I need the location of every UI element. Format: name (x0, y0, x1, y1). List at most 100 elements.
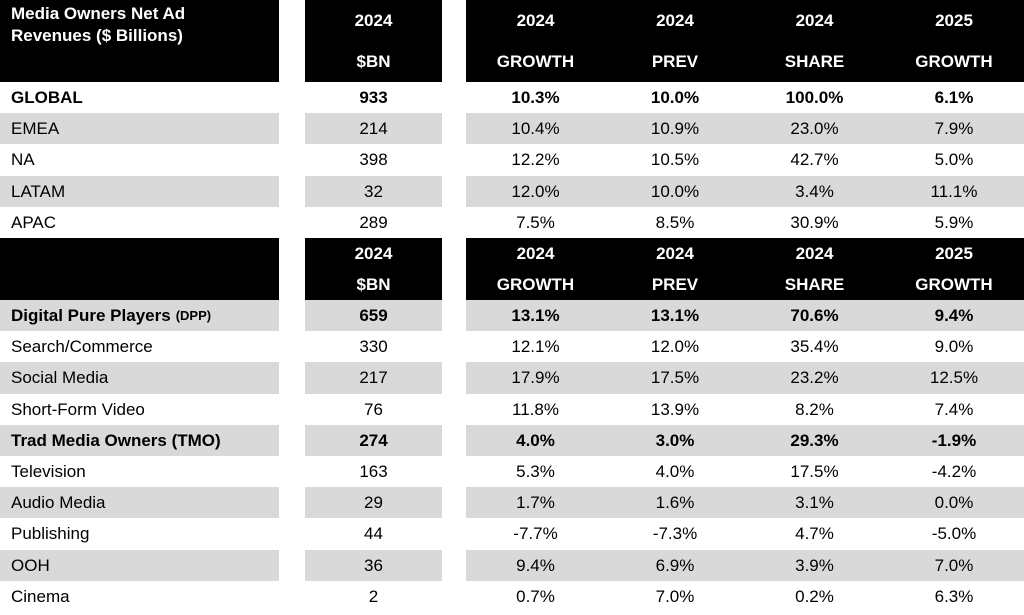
table-cell: 5.9% (934, 212, 974, 232)
row-label: NA (0, 144, 279, 176)
table-cell: 29.3% (745, 425, 884, 456)
table-cell: 2 (368, 586, 379, 606)
row-label-text: OOH (11, 555, 50, 575)
table-cell: 11.1% (884, 176, 1024, 207)
header-label-cell (0, 238, 279, 300)
header-label-cell: Media Owners Net Ad Revenues ($ Billions… (0, 0, 279, 82)
header-column: 2024 GROWTH (466, 0, 605, 82)
header-column: 2024 SHARE (745, 238, 884, 300)
table-cell: 23.0% (745, 113, 884, 144)
header-column: 2024 $BN (305, 0, 442, 82)
header-year: 2024 (795, 243, 834, 263)
table-cell: -7.3% (652, 524, 698, 543)
table-cell: 214 (305, 113, 442, 144)
row-label: EMEA (0, 113, 279, 144)
header-metric: SHARE (784, 51, 845, 71)
header-year: 2024 (795, 10, 834, 30)
table-cell: 6.3% (934, 586, 974, 606)
row-label: GLOBAL (0, 82, 279, 113)
header-metric: GROWTH (915, 51, 993, 71)
row-label: APAC (0, 207, 279, 238)
row-label: OOH (0, 550, 279, 581)
table-cell: 10.4% (466, 113, 605, 144)
header-year: 2024 (354, 243, 393, 263)
header-column: 2024 $BN (305, 238, 442, 300)
header-metric: $BN (356, 51, 391, 71)
row-label-text: APAC (11, 212, 57, 232)
table-cell: 76 (364, 399, 383, 419)
table-cell: -5.0% (931, 524, 977, 543)
table-cell: 10.9% (605, 113, 745, 144)
header-year: 2025 (935, 243, 973, 263)
table-cell: 0.7% (516, 586, 555, 606)
table-cell: -7.7% (513, 524, 558, 543)
header-year: 2024 (516, 243, 555, 263)
header-column: 2024 PREV (605, 238, 745, 300)
table-cell: 10.0% (650, 87, 700, 107)
table-cell: 1.6% (605, 487, 745, 518)
table-cell: 29 (305, 487, 442, 518)
row-label-text: Cinema (11, 586, 70, 606)
table-cell: 6.1% (934, 87, 974, 107)
row-label-suffix: (DPP) (175, 308, 212, 323)
table-cell: 7.4% (934, 399, 974, 419)
table-cell: 35.4% (790, 336, 839, 356)
table-cell: 23.2% (745, 362, 884, 394)
row-label: Publishing (0, 518, 279, 550)
header-year: 2024 (656, 10, 694, 30)
table-cell: 12.2% (511, 150, 560, 169)
table-cell: 8.2% (795, 399, 834, 419)
table-cell: 217 (305, 362, 442, 394)
row-label: Digital Pure Players (DPP) (0, 300, 279, 331)
header-year: 2024 (656, 243, 694, 263)
table-cell: 163 (359, 461, 388, 481)
header-metric: PREV (651, 274, 699, 294)
row-label: Search/Commerce (0, 331, 279, 362)
table-cell: 10.5% (650, 150, 700, 169)
table-cell: 9.0% (934, 336, 974, 356)
table-cell: 11.8% (512, 399, 559, 419)
header-column: 2024 GROWTH (466, 238, 605, 300)
table-cell: 4.0% (466, 425, 605, 456)
table-cell: -1.9% (884, 425, 1024, 456)
header-metric: GROWTH (496, 51, 575, 71)
row-label-text: Audio Media (11, 492, 106, 512)
table-cell: 13.1% (605, 300, 745, 331)
table-cell: 32 (305, 176, 442, 207)
table-cell: 7.0% (884, 550, 1024, 581)
row-label-text: Trad Media Owners (TMO) (11, 430, 221, 450)
table-cell: -4.2% (931, 461, 977, 481)
table-cell: 12.0% (650, 336, 700, 356)
row-label: Cinema (0, 581, 279, 612)
table-cell: 10.0% (605, 176, 745, 207)
header-metric: SHARE (784, 274, 845, 294)
table-cell: 13.9% (650, 399, 700, 419)
row-label: LATAM (0, 176, 279, 207)
table-cell: 12.0% (466, 176, 605, 207)
table-cell: 30.9% (790, 212, 839, 232)
row-label-text: LATAM (11, 181, 66, 201)
row-label-text: Social Media (11, 368, 109, 387)
table-cell: 7.0% (655, 586, 695, 606)
table-cell: 10.3% (511, 87, 560, 107)
table-cell: 8.5% (655, 212, 695, 232)
table-cell: 17.5% (790, 461, 839, 481)
table-cell: 0.2% (795, 586, 834, 606)
table-cell: 1.7% (466, 487, 605, 518)
table-cell: 330 (359, 336, 388, 356)
table-cell: 42.7% (790, 150, 839, 169)
table-cell: 100.0% (785, 87, 844, 107)
table-cell: 3.0% (605, 425, 745, 456)
header-column: 2024 PREV (605, 0, 745, 82)
row-label-text: GLOBAL (11, 87, 83, 107)
table-cell: 17.9% (466, 362, 605, 394)
table-cell: 44 (364, 524, 383, 543)
table-cell: 3.9% (745, 550, 884, 581)
row-label-text: Television (11, 461, 86, 481)
table-cell: 9.4% (466, 550, 605, 581)
row-label-text: Publishing (11, 524, 90, 543)
table-cell: 12.5% (884, 362, 1024, 394)
row-label: Social Media (0, 362, 279, 394)
table-cell: 3.4% (745, 176, 884, 207)
row-label-text: Short-Form Video (11, 399, 145, 419)
